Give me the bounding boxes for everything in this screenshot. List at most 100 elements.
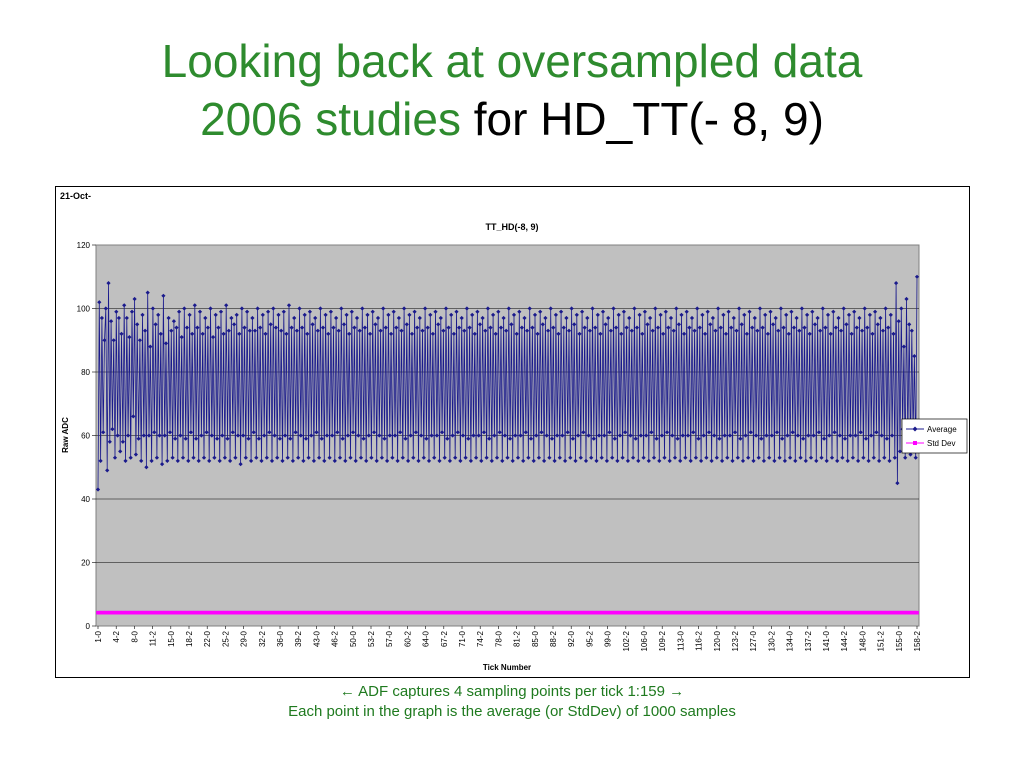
average-point [680,433,685,438]
average-point [506,306,511,311]
average-point [668,315,674,321]
average-point [788,455,793,460]
average-point [840,455,845,460]
average-point [233,455,238,460]
average-point [204,430,209,435]
x-tick-label: 78-0 [494,630,503,647]
average-point [447,458,452,463]
average-point [247,328,252,333]
average-point [587,328,592,333]
average-point [262,433,267,438]
average-point [746,455,751,460]
average-point [546,328,551,333]
average-point [438,315,443,321]
average-point [528,436,534,441]
average-point [407,312,412,317]
average-point [390,455,395,460]
average-point [509,322,514,327]
x-tick-label: 120-0 [713,630,722,651]
average-point [283,433,288,438]
average-point [212,455,217,460]
average-point [317,455,322,460]
average-point [103,306,108,311]
average-point [748,430,753,435]
average-point [111,338,116,343]
x-tick-label: 123-2 [731,630,740,651]
average-point [683,455,688,460]
average-point [814,458,819,463]
average-point [518,433,523,438]
average-point [693,455,698,460]
average-point [424,436,429,441]
average-point [909,328,914,333]
average-point [709,458,714,463]
average-point [913,455,918,460]
average-point [672,455,678,460]
average-point [522,315,527,321]
average-point [417,315,422,321]
x-axis-label: Tick Number [483,663,531,672]
average-point [610,455,615,460]
average-point [607,430,612,435]
y-tick-label: 40 [81,495,90,504]
average-point [165,458,170,463]
average-point [353,458,358,463]
slide-title-line1: Looking back at oversampled data [161,35,863,87]
average-point [433,309,438,314]
average-point [107,439,112,444]
average-point [298,433,303,438]
average-point [737,306,742,311]
average-point [650,328,655,333]
average-point [798,455,803,460]
average-point [706,430,712,435]
average-point [895,481,900,486]
average-point [441,328,446,333]
average-point [671,328,676,333]
x-tick-label: 141-0 [822,630,831,651]
x-tick-label: 8-0 [130,630,139,642]
average-point [408,433,413,438]
average-point [420,328,425,333]
average-point [696,436,701,441]
average-point [149,458,154,463]
x-tick-label: 43-0 [312,630,321,647]
average-point [132,296,137,302]
average-point [591,436,596,441]
x-tick-label: 46-2 [331,630,340,647]
average-point [822,436,827,441]
average-point [882,455,887,460]
average-point [285,455,290,460]
average-point [880,328,886,333]
average-point [220,433,225,438]
average-point [105,468,110,473]
average-point [863,436,869,441]
average-point [523,430,528,435]
average-point [171,319,176,324]
x-tick-label: 57-0 [385,630,394,647]
average-point [378,328,383,333]
average-point [136,436,141,441]
average-point [101,430,106,435]
average-point [332,458,337,463]
average-point [856,458,861,463]
x-tick-label: 144-2 [840,630,849,651]
average-point [426,458,432,463]
average-point [301,458,306,463]
average-point [276,312,281,317]
average-point [842,436,848,441]
average-point [264,455,269,460]
average-point [124,315,129,321]
average-point [354,315,360,321]
average-point [402,306,407,311]
average-point [475,309,480,314]
chart-title: TT_HD(-8, 9) [485,222,538,232]
average-point [648,315,653,321]
average-point [492,433,497,438]
average-point [500,458,505,463]
average-point [271,306,276,311]
average-point [208,306,213,311]
average-point [649,430,654,435]
slide-title: Looking back at oversampled data 2006 st… [0,32,1024,148]
average-point [215,436,220,441]
x-tick-label: 25-2 [221,630,230,647]
